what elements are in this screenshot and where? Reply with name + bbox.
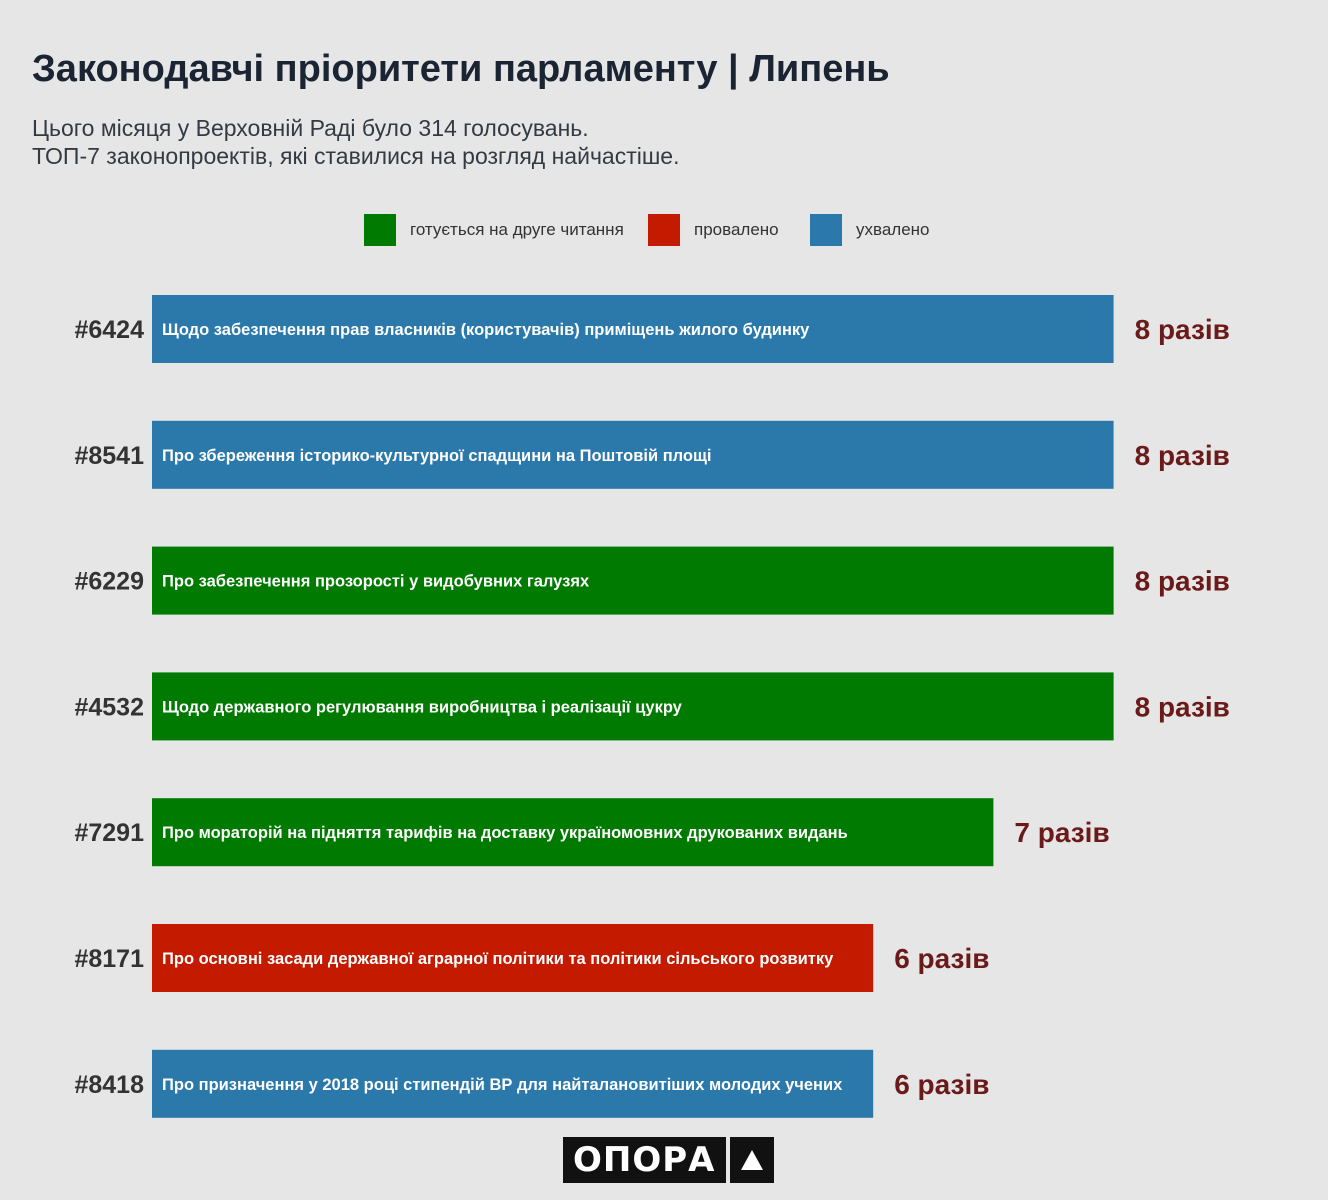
bill-id-1: #8541 bbox=[74, 442, 144, 470]
bill-id-2: #6229 bbox=[74, 568, 144, 596]
bar-3 bbox=[152, 672, 1114, 741]
bill-id-3: #4532 bbox=[74, 693, 144, 721]
logo-text: ОПОРА bbox=[563, 1137, 726, 1183]
value-label-6: 6 разів bbox=[894, 1069, 989, 1100]
value-label-5: 6 разів bbox=[894, 943, 989, 974]
bar-5 bbox=[152, 924, 874, 992]
bar-label-6: Про призначення у 2018 році стипендій ВР… bbox=[162, 1076, 843, 1094]
subtitle-line-2: ТОП-7 законопроектів, які ставилися на р… bbox=[32, 143, 680, 169]
legend-item-failed: провалено bbox=[648, 213, 779, 247]
chart-title: Законодавчі пріоритети парламенту | Липе… bbox=[32, 48, 890, 90]
bar-label-5: Про основні засади державної аграрної по… bbox=[162, 950, 834, 968]
value-label-0: 8 разів bbox=[1135, 314, 1230, 345]
opora-logo: ОПОРА bbox=[563, 1137, 774, 1183]
bar-label-0: Щодо забезпечення прав власників (корист… bbox=[162, 321, 810, 339]
legend-label-second-reading: готується на друге читання bbox=[410, 220, 624, 239]
bar-label-4: Про мораторій на підняття тарифів на дос… bbox=[162, 824, 848, 842]
bar-4 bbox=[152, 798, 994, 867]
bar-2 bbox=[152, 546, 1114, 615]
bill-id-4: #7291 bbox=[74, 819, 144, 847]
legend-label-approved: ухвалено bbox=[856, 220, 930, 239]
value-label-2: 8 разів bbox=[1135, 566, 1230, 597]
legend-swatch-approved bbox=[810, 214, 842, 246]
bar-label-1: Про збереження історико-культурної спадщ… bbox=[162, 447, 712, 465]
bar-label-2: Про забезпечення прозорості у видобувних… bbox=[162, 573, 590, 591]
legend-item-second-reading: готується на друге читання bbox=[364, 213, 624, 247]
subtitle-line-1: Цього місяця у Верховній Раді було 314 г… bbox=[32, 115, 589, 141]
bar-6 bbox=[152, 1049, 874, 1118]
bill-id-0: #6424 bbox=[74, 316, 144, 344]
value-label-1: 8 разів bbox=[1135, 440, 1230, 471]
legend-label-failed: провалено bbox=[694, 220, 779, 239]
value-label-3: 8 разів bbox=[1135, 691, 1230, 722]
bar-1 bbox=[152, 420, 1114, 489]
bar-0 bbox=[152, 295, 1114, 363]
legend-swatch-second-reading bbox=[364, 214, 396, 246]
bill-id-5: #8171 bbox=[74, 945, 144, 973]
legend-swatch-failed bbox=[648, 214, 680, 246]
bar-label-3: Щодо державного регулювання виробництва … bbox=[162, 698, 683, 716]
chart-subtitle: Цього місяця у Верховній Раді було 314 г… bbox=[32, 114, 680, 170]
triangle-icon bbox=[729, 1137, 774, 1183]
value-label-4: 7 разів bbox=[1014, 817, 1109, 848]
legend-item-approved: ухвалено bbox=[810, 213, 930, 247]
bill-id-6: #8418 bbox=[74, 1071, 144, 1099]
